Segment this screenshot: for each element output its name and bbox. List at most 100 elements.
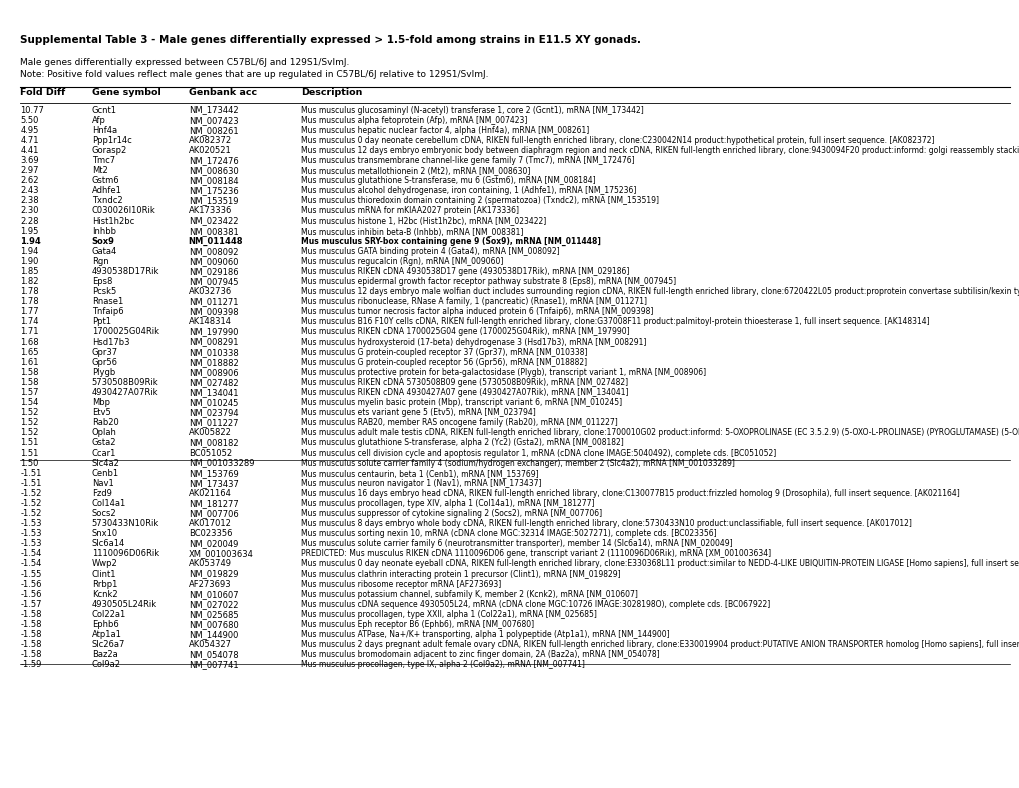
Text: 2.38: 2.38 [20, 196, 39, 206]
Text: 1.71: 1.71 [20, 328, 39, 336]
Text: -1.58: -1.58 [20, 640, 42, 649]
Text: Mus musculus RIKEN cDNA 4930427A07 gene (4930427A07Rik), mRNA [NM_134041]: Mus musculus RIKEN cDNA 4930427A07 gene … [301, 388, 628, 397]
Text: Mus musculus alpha fetoprotein (Afp), mRNA [NM_007423]: Mus musculus alpha fetoprotein (Afp), mR… [301, 116, 527, 125]
Text: Mus musculus neuron navigator 1 (Nav1), mRNA [NM_173437]: Mus musculus neuron navigator 1 (Nav1), … [301, 479, 541, 488]
Text: 1.95: 1.95 [20, 227, 39, 236]
Text: Gene symbol: Gene symbol [92, 88, 160, 97]
Text: 1.52: 1.52 [20, 429, 39, 437]
Text: Mus musculus histone 1, H2bc (Hist1h2bc), mRNA [NM_023422]: Mus musculus histone 1, H2bc (Hist1h2bc)… [301, 217, 545, 225]
Text: -1.53: -1.53 [20, 519, 42, 528]
Text: Mus musculus tumor necrosis factor alpha induced protein 6 (Tnfaip6), mRNA [NM_0: Mus musculus tumor necrosis factor alpha… [301, 307, 652, 316]
Text: NM_025685: NM_025685 [189, 610, 238, 619]
Text: -1.58: -1.58 [20, 620, 42, 629]
Text: Mus musculus GATA binding protein 4 (Gata4), mRNA [NM_008092]: Mus musculus GATA binding protein 4 (Gat… [301, 247, 559, 256]
Text: Mus musculus myelin basic protein (Mbp), transcript variant 6, mRNA [NM_010245]: Mus musculus myelin basic protein (Mbp),… [301, 398, 622, 407]
Text: NM_007423: NM_007423 [189, 116, 238, 125]
Text: Mus musculus 12 days embryo embryonic body between diaphragm region and neck cDN: Mus musculus 12 days embryo embryonic bo… [301, 146, 1019, 155]
Text: Mus musculus ribonuclease, RNase A family, 1 (pancreatic) (Rnase1), mRNA [NM_011: Mus musculus ribonuclease, RNase A famil… [301, 297, 646, 307]
Text: NM_029186: NM_029186 [189, 267, 238, 276]
Text: 2.62: 2.62 [20, 177, 39, 185]
Text: NM_173437: NM_173437 [189, 479, 238, 488]
Text: NM_008381: NM_008381 [189, 227, 238, 236]
Text: Mus musculus 8 days embryo whole body cDNA, RIKEN full-length enriched library, : Mus musculus 8 days embryo whole body cD… [301, 519, 911, 528]
Text: Ppp1r14c: Ppp1r14c [92, 136, 131, 145]
Text: Adhfe1: Adhfe1 [92, 186, 121, 195]
Text: Mus musculus clathrin interacting protein 1 precursor (Clint1), mRNA [NM_019829]: Mus musculus clathrin interacting protei… [301, 570, 620, 578]
Text: -1.56: -1.56 [20, 580, 42, 589]
Text: 1.82: 1.82 [20, 277, 39, 286]
Text: Mus musculus hydroxysteroid (17-beta) dehydrogenase 3 (Hsd17b3), mRNA [NM_008291: Mus musculus hydroxysteroid (17-beta) de… [301, 337, 646, 347]
Text: -1.59: -1.59 [20, 660, 42, 669]
Text: Male genes differentially expressed between C57BL/6J and 129S1/SvImJ.: Male genes differentially expressed betw… [20, 58, 350, 67]
Text: Fzd9: Fzd9 [92, 489, 111, 498]
Text: Mus musculus metallothionein 2 (Mt2), mRNA [NM_008630]: Mus musculus metallothionein 2 (Mt2), mR… [301, 166, 530, 175]
Text: 1110096D06Rik: 1110096D06Rik [92, 549, 159, 559]
Text: Gpr37: Gpr37 [92, 348, 118, 357]
Text: Mus musculus solute carrier family 6 (neurotransmitter transporter), member 14 (: Mus musculus solute carrier family 6 (ne… [301, 539, 732, 548]
Text: Mus musculus SRY-box containing gene 9 (Sox9), mRNA [NM_011448]: Mus musculus SRY-box containing gene 9 (… [301, 236, 600, 246]
Text: AF273693: AF273693 [189, 580, 231, 589]
Text: Mus musculus 0 day neonate cerebellum cDNA, RIKEN full-length enriched library, : Mus musculus 0 day neonate cerebellum cD… [301, 136, 933, 145]
Text: 1.51: 1.51 [20, 438, 39, 448]
Text: 1.90: 1.90 [20, 257, 39, 266]
Text: NM_054078: NM_054078 [189, 650, 238, 660]
Text: Afp: Afp [92, 116, 106, 125]
Text: NM_007706: NM_007706 [189, 509, 238, 518]
Text: NM_027022: NM_027022 [189, 600, 238, 609]
Text: Mus musculus alcohol dehydrogenase, iron containing, 1 (Adhfe1), mRNA [NM_175236: Mus musculus alcohol dehydrogenase, iron… [301, 186, 636, 195]
Text: Gcnt1: Gcnt1 [92, 106, 117, 114]
Text: AK020521: AK020521 [189, 146, 231, 155]
Text: Mus musculus procollagen, type IX, alpha 2 (Col9a2), mRNA [NM_007741]: Mus musculus procollagen, type IX, alpha… [301, 660, 584, 669]
Text: AK054327: AK054327 [189, 640, 231, 649]
Text: Eps8: Eps8 [92, 277, 112, 286]
Text: NM_144900: NM_144900 [189, 630, 237, 639]
Text: Mus musculus bromodomain adjacent to zinc finger domain, 2A (Baz2a), mRNA [NM_05: Mus musculus bromodomain adjacent to zin… [301, 650, 659, 660]
Text: Mus musculus potassium channel, subfamily K, member 2 (Kcnk2), mRNA [NM_010607]: Mus musculus potassium channel, subfamil… [301, 589, 637, 599]
Text: 5.50: 5.50 [20, 116, 39, 125]
Text: Mus musculus adult male testis cDNA, RIKEN full-length enriched library, clone:1: Mus musculus adult male testis cDNA, RIK… [301, 429, 1019, 437]
Text: PREDICTED: Mus musculus RIKEN cDNA 1110096D06 gene, transcript variant 2 (111009: PREDICTED: Mus musculus RIKEN cDNA 11100… [301, 549, 770, 559]
Text: Hsd17b3: Hsd17b3 [92, 337, 129, 347]
Text: NM_153769: NM_153769 [189, 469, 238, 478]
Text: Gpr56: Gpr56 [92, 358, 117, 366]
Text: Mus musculus Eph receptor B6 (Ephb6), mRNA [NM_007680]: Mus musculus Eph receptor B6 (Ephb6), mR… [301, 620, 534, 629]
Text: Mus musculus 2 days pregnant adult female ovary cDNA, RIKEN full-length enriched: Mus musculus 2 days pregnant adult femal… [301, 640, 1019, 649]
Text: Gstm6: Gstm6 [92, 177, 119, 185]
Text: Slc6a14: Slc6a14 [92, 539, 125, 548]
Text: Snx10: Snx10 [92, 530, 118, 538]
Text: Nav1: Nav1 [92, 479, 113, 488]
Text: Mus musculus procollagen, type XIV, alpha 1 (Col14a1), mRNA [NM_181277]: Mus musculus procollagen, type XIV, alph… [301, 499, 594, 508]
Text: NM_019829: NM_019829 [189, 570, 238, 578]
Text: -1.56: -1.56 [20, 589, 42, 599]
Text: 2.97: 2.97 [20, 166, 39, 175]
Text: Note: Positive fold values reflect male genes that are up regulated in C57BL/6J : Note: Positive fold values reflect male … [20, 70, 488, 79]
Text: 2.30: 2.30 [20, 206, 39, 215]
Text: Ppt1: Ppt1 [92, 318, 111, 326]
Text: Wwp2: Wwp2 [92, 559, 117, 568]
Text: Mus musculus glutathione S-transferase, alpha 2 (Yc2) (Gsta2), mRNA [NM_008182]: Mus musculus glutathione S-transferase, … [301, 438, 623, 448]
Text: NM_010338: NM_010338 [189, 348, 238, 357]
Text: Mus musculus RIKEN cDNA 5730508B09 gene (5730508B09Rik), mRNA [NM_027482]: Mus musculus RIKEN cDNA 5730508B09 gene … [301, 378, 628, 387]
Text: AK032736: AK032736 [189, 287, 231, 296]
Text: -1.51: -1.51 [20, 479, 42, 488]
Text: 1.57: 1.57 [20, 388, 39, 397]
Text: -1.55: -1.55 [20, 570, 42, 578]
Text: Mus musculus RIKEN cDNA 4930538D17 gene (4930538D17Rik), mRNA [NM_029186]: Mus musculus RIKEN cDNA 4930538D17 gene … [301, 267, 629, 276]
Text: NM_008630: NM_008630 [189, 166, 238, 175]
Text: 5730508B09Rik: 5730508B09Rik [92, 378, 158, 387]
Text: AK148314: AK148314 [189, 318, 231, 326]
Text: 1.58: 1.58 [20, 378, 39, 387]
Text: 1.74: 1.74 [20, 318, 39, 326]
Text: NM_172476: NM_172476 [189, 156, 238, 165]
Text: Mus musculus glucosaminyl (N-acetyl) transferase 1, core 2 (Gcnt1), mRNA [NM_173: Mus musculus glucosaminyl (N-acetyl) tra… [301, 106, 643, 114]
Text: 4.41: 4.41 [20, 146, 39, 155]
Text: Sox9: Sox9 [92, 236, 114, 246]
Text: NM_023794: NM_023794 [189, 408, 238, 417]
Text: Supplemental Table 3 - Male genes differentially expressed > 1.5-fold among stra: Supplemental Table 3 - Male genes differ… [20, 35, 641, 46]
Text: NM_008184: NM_008184 [189, 177, 238, 185]
Text: NM_001033289: NM_001033289 [189, 459, 254, 467]
Text: Hnf4a: Hnf4a [92, 126, 117, 135]
Text: -1.54: -1.54 [20, 559, 42, 568]
Text: NM_009398: NM_009398 [189, 307, 238, 316]
Text: NM_008291: NM_008291 [189, 337, 238, 347]
